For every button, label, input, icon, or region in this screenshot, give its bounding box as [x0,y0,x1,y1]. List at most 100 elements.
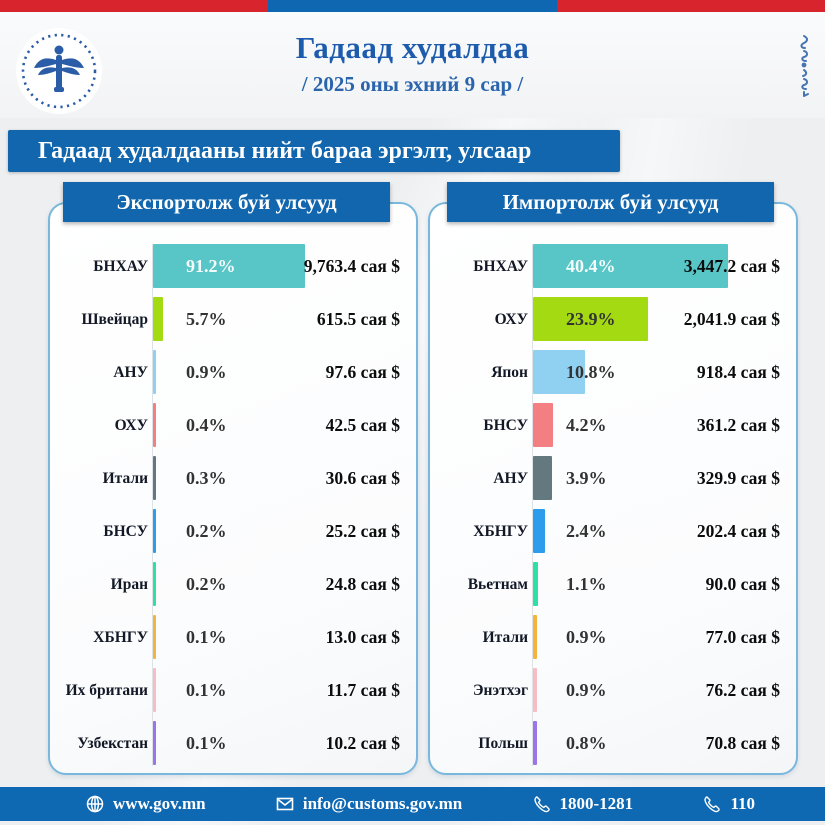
percent-bar [533,509,545,553]
country-label: Иран [110,575,148,593]
chart-row: Итали 0.9% 77.0 сая $ [430,611,796,664]
country-label: ХБНГУ [473,522,528,540]
chart-row: ХБНГУ 0.1% 13.0 сая $ [50,611,416,664]
footer-email: info@customs.gov.mn [276,794,462,814]
amount-value: 42.5 сая $ [325,415,400,435]
footer-phone-1: 1800-1281 [533,794,634,814]
chart-row: БНХАУ 91.2% 9,763.4 сая $ [50,240,416,293]
chart-row: Швейцар 5.7% 615.5 сая $ [50,293,416,346]
globe-icon [86,795,104,813]
import-panel: БНХАУ 40.4% 3,447.2 сая $ ОХУ 23.9% 2,041.9 с… [428,202,798,775]
amount-value: 329.9 сая $ [696,468,780,488]
top-band-red [0,0,825,12]
percent-bar [153,350,156,394]
percent-bar [533,562,539,606]
percent-value: 0.8% [566,733,607,753]
percent-value: 3.9% [566,468,607,488]
country-label: Энэтхэг [472,681,528,699]
country-label: Польш [478,734,528,752]
amount-value: 9,763.4 сая $ [303,256,400,276]
percent-bar [153,403,156,447]
phone-icon [533,796,550,813]
chart-row: БНХАУ 40.4% 3,447.2 сая $ [430,240,796,293]
chart-row: Их британи 0.1% 11.7 сая $ [50,664,416,717]
footer-phone-2-text: 110 [730,794,755,813]
chart-row: Иран 0.2% 24.8 сая $ [50,558,416,611]
chart-row: Узбекстан 0.1% 10.2 сая $ [50,717,416,770]
percent-bar [533,403,554,447]
section-banner: Гадаад худалдааны нийт бараа эргэлт, улс… [8,130,620,172]
amount-value: 3,447.2 сая $ [683,256,780,276]
country-label: ХБНГУ [93,628,148,646]
export-panel: БНХАУ 91.2% 9,763.4 сая $ Швейцар 5.7% 615.5 … [48,202,418,775]
country-label: БНСУ [483,416,528,434]
percent-bar [153,615,156,659]
percent-value: 23.9% [566,309,616,329]
percent-value: 4.2% [566,415,607,435]
amount-value: 77.0 сая $ [705,627,780,647]
percent-bar [153,668,156,712]
chart-row: ХБНГУ 2.4% 202.4 сая $ [430,505,796,558]
percent-value: 0.9% [186,362,227,382]
import-rows: БНХАУ 40.4% 3,447.2 сая $ ОХУ 23.9% 2,041.9 с… [430,240,796,770]
top-band-blue [268,0,557,12]
amount-value: 70.8 сая $ [705,733,780,753]
percent-value: 0.2% [186,521,227,541]
footer-phone-2: 110 [703,794,755,814]
percent-value: 0.2% [186,574,227,594]
percent-bar [533,668,538,712]
country-label: Вьетнам [467,575,528,593]
amount-value: 90.0 сая $ [705,574,780,594]
percent-value: 91.2% [186,256,236,276]
percent-bar [533,456,552,500]
percent-value: 0.9% [566,627,607,647]
percent-bar [533,615,538,659]
country-label: ОХУ [114,416,148,434]
page-title: Гадаад худалдаа [295,30,530,65]
footer-website: www.gov.mn [86,794,206,814]
percent-value: 1.1% [566,574,607,594]
country-label: БНХАУ [93,257,148,275]
percent-bar [533,721,537,765]
mongolian-customs-logo [16,28,102,114]
header: Гадаад худалдаа / 2025 оны эхний 9 сар / [0,12,825,118]
country-label: АНУ [113,363,148,381]
percent-bar [153,509,156,553]
country-label: БНСУ [103,522,148,540]
percent-bar [153,721,156,765]
chart-row: ОХУ 23.9% 2,041.9 сая $ [430,293,796,346]
country-label: Итали [482,628,528,646]
chart-row: Польш 0.8% 70.8 сая $ [430,717,796,770]
percent-value: 0.1% [186,733,227,753]
phone-icon [704,796,721,813]
percent-value: 2.4% [566,521,607,541]
footer-email-text: info@customs.gov.mn [302,794,463,813]
export-rows: БНХАУ 91.2% 9,763.4 сая $ Швейцар 5.7% 615.5 … [50,240,416,770]
percent-bar [153,562,156,606]
footer-bar: www.gov.mn info@customs.gov.mn 1800-1281… [0,787,825,821]
country-label: АНУ [493,469,528,487]
amount-value: 30.6 сая $ [325,468,400,488]
amount-value: 24.8 сая $ [325,574,400,594]
import-panel-header: Импортолж буй улсууд [447,182,774,222]
country-label: Швейцар [81,310,148,328]
chart-row: БНСУ 0.2% 25.2 сая $ [50,505,416,558]
chart-row: Итали 0.3% 30.6 сая $ [50,452,416,505]
footer-phone-1-text: 1800-1281 [559,794,634,813]
country-label: Япон [491,363,528,381]
amount-value: 202.4 сая $ [696,521,780,541]
amount-value: 97.6 сая $ [325,362,400,382]
percent-bar [533,244,728,288]
percent-bar [153,297,163,341]
percent-bar [153,244,306,288]
amount-value: 13.0 сая $ [325,627,400,647]
amount-value: 10.2 сая $ [325,733,400,753]
page-subtitle: / 2025 оны эхний 9 сар / [301,72,524,96]
percent-value: 0.9% [566,680,607,700]
chart-row: Япон 10.8% 918.4 сая $ [430,346,796,399]
percent-value: 0.1% [186,680,227,700]
amount-value: 2,041.9 сая $ [683,309,780,329]
chart-row: Энэтхэг 0.9% 76.2 сая $ [430,664,796,717]
amount-value: 11.7 сая $ [326,680,400,700]
